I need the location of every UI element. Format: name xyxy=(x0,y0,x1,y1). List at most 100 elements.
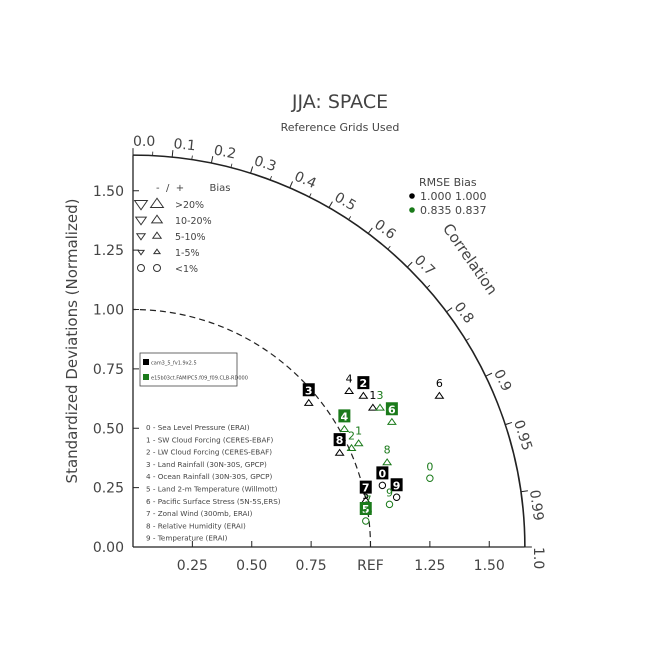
bias-marker-circle xyxy=(385,500,394,509)
y-tick-label: 1.25 xyxy=(93,243,124,259)
y-tick-label: 0.75 xyxy=(93,362,124,378)
corr-minor-tick xyxy=(387,245,391,250)
data-point: 8 xyxy=(382,444,393,466)
corr-tick-mark xyxy=(446,307,453,313)
rmse-series-dot-icon xyxy=(409,193,415,199)
data-point: 6 xyxy=(385,402,398,425)
corr-tick-mark xyxy=(367,227,373,234)
data-point: 1 xyxy=(353,425,364,447)
point-label: 2 xyxy=(348,429,355,442)
point-label-box xyxy=(359,480,372,494)
bias-marker-triangle xyxy=(358,391,369,399)
corr-tick-label: 0.2 xyxy=(212,142,237,162)
y-tick-label: 1.00 xyxy=(93,303,124,319)
point-label-box xyxy=(357,376,370,390)
corr-tick-mark xyxy=(210,156,214,164)
corr-tick-mark xyxy=(406,261,413,268)
rmse-series-dot-icon xyxy=(409,207,415,213)
point-label: 9 xyxy=(386,486,393,499)
point-label-box xyxy=(333,433,346,447)
series-marker-icon xyxy=(143,359,149,365)
bias-marker-triangle xyxy=(303,398,314,406)
variable-list-item: 6 - Pacific Surface Stress (5N-5S,ERS) xyxy=(146,497,281,506)
corr-minor-tick xyxy=(505,423,510,426)
corr-tick-mark xyxy=(171,150,174,158)
point-label-box xyxy=(385,402,398,416)
bias-legend-header: - / + Bias xyxy=(156,183,230,194)
point-label: 9 xyxy=(393,479,401,492)
corr-tick-label: 0.0 xyxy=(133,134,155,150)
bias-legend-label: 10-20% xyxy=(175,216,212,227)
bias-marker-triangle xyxy=(382,458,393,466)
data-point: 9 xyxy=(390,478,403,501)
corr-tick-mark xyxy=(289,181,294,189)
variable-list-item: 7 - Zonal Wind (300mb, ERAI) xyxy=(146,509,253,518)
data-point: 9 xyxy=(385,486,394,509)
data-point: 4 xyxy=(338,409,351,433)
bias-marker-triangle xyxy=(386,417,397,425)
corr-tick-label: 0.95 xyxy=(510,418,535,453)
point-label-box xyxy=(359,502,372,515)
variable-list-item: 3 - Land Rainfall (30N-30S, GPCP) xyxy=(146,460,267,469)
bias-marker-circle xyxy=(362,517,370,525)
bias-down-triangle-icon xyxy=(135,233,147,241)
corr-tick-label: 0.9 xyxy=(490,367,514,394)
y-axis-label: Standardized Deviations (Normalized) xyxy=(63,199,81,484)
point-label-box xyxy=(376,466,389,480)
bias-up-triangle-icon xyxy=(149,197,165,208)
corr-minor-tick xyxy=(230,163,233,168)
bias-marker-triangle xyxy=(434,391,445,399)
rmse-legend-header: RMSE Bias xyxy=(419,176,477,189)
bias-marker-triangle xyxy=(367,403,378,411)
x-tick-label: REF xyxy=(357,558,384,574)
point-label: 1 xyxy=(369,389,376,402)
bias-legend: - / + Bias >20% 10-20% 5-10% 1-5% <1% xyxy=(133,183,230,275)
point-label: 3 xyxy=(305,384,313,397)
point-label: 0 xyxy=(379,467,387,480)
corr-tick-label: 0.4 xyxy=(292,169,319,193)
x-tick-label: 0.50 xyxy=(236,558,267,574)
bias-down-triangle-icon xyxy=(134,216,148,226)
data-point: 3 xyxy=(302,383,315,406)
variable-list-item: 9 - Temperature (ERAI) xyxy=(146,534,228,543)
variable-list-item: 1 - SW Cloud Forcing (CERES-EBAF) xyxy=(146,435,274,444)
point-label: 2 xyxy=(360,377,368,390)
chart-subtitle: Reference Grids Used xyxy=(281,121,400,134)
rmse-legend-values: 1.000 1.000 xyxy=(420,190,486,203)
point-label: 0 xyxy=(426,460,433,473)
variable-list: 0 - Sea Level Pressure (ERAI) 1 - SW Clou… xyxy=(146,423,281,543)
corr-tick-mark xyxy=(328,201,333,208)
data-point: 4 xyxy=(344,372,355,395)
bias-marker-circle xyxy=(392,493,401,501)
y-tick-label: 0.25 xyxy=(93,481,124,497)
corr-minor-tick xyxy=(308,193,312,198)
y-tick-label: 1.50 xyxy=(93,184,124,200)
corr-minor-tick xyxy=(269,176,272,181)
bias-marker-circle xyxy=(378,481,387,490)
corr-minor-tick xyxy=(426,284,431,289)
variable-list-item: 0 - Sea Level Pressure (ERAI) xyxy=(146,423,250,432)
x-tick-label: 0.25 xyxy=(177,558,208,574)
bias-down-triangle-icon xyxy=(136,249,146,256)
corr-minor-tick xyxy=(348,216,352,220)
corr-minor-tick xyxy=(191,155,193,160)
x-tick-label: 1.25 xyxy=(414,558,445,574)
bias-down-triangle-icon xyxy=(133,200,149,211)
point-label: 5 xyxy=(362,489,369,502)
series-legend: cam3_5_fv1.9x2.5 e15b03ct.FAMIPC5.f09_f09… xyxy=(139,352,248,387)
point-label-box xyxy=(390,478,403,492)
point-label: 7 xyxy=(365,494,372,507)
corr-tick-label: 0.3 xyxy=(252,153,278,175)
variable-list-item: 4 - Ocean Rainfall (30N-30S, GPCP) xyxy=(146,472,272,481)
corr-tick-mark xyxy=(485,372,493,377)
point-label: 8 xyxy=(384,444,391,457)
correlation-label: Correlation xyxy=(439,220,501,298)
data-point: 2 xyxy=(357,376,370,399)
series-name: cam3_5_fv1.9x2.5 xyxy=(151,361,197,367)
bias-legend-label: <1% xyxy=(175,264,198,275)
bias-up-triangle-icon xyxy=(152,248,162,255)
corr-tick-mark xyxy=(520,490,528,493)
